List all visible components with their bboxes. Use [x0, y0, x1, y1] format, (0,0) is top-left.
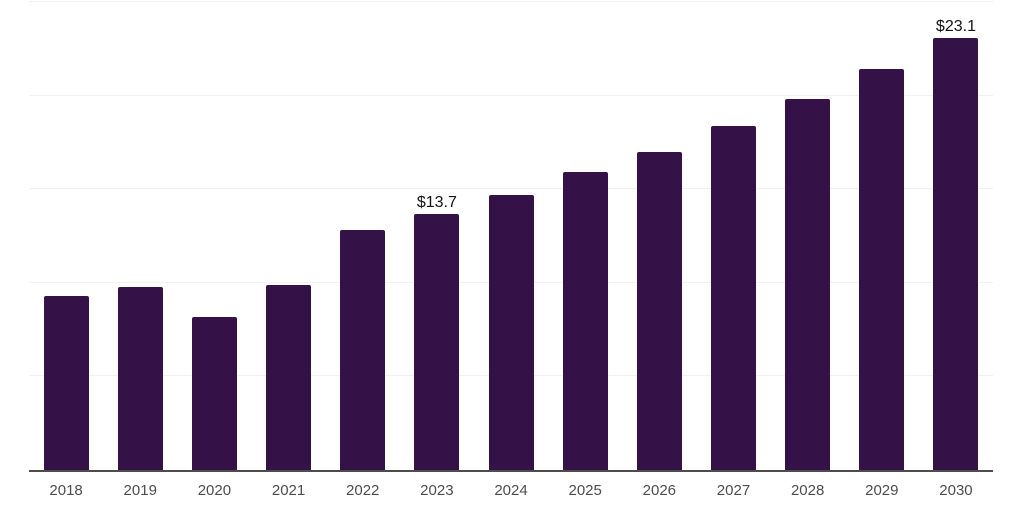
bar-2026 [636, 151, 682, 470]
bar-2023 [414, 213, 460, 470]
bar-2019 [117, 286, 163, 470]
x-tick-2025: 2025 [568, 482, 602, 499]
x-tick-2027: 2027 [716, 482, 751, 499]
bar-2021 [266, 284, 312, 470]
bar-slot-2020 [177, 0, 251, 470]
bar-2018 [43, 295, 89, 470]
bar-2022 [340, 230, 386, 470]
x-tick-2022: 2022 [346, 482, 380, 499]
bar-slot-2026 [622, 0, 696, 470]
x-axis-line [29, 470, 993, 472]
x-tick-2026: 2026 [642, 482, 677, 499]
x-tick-2024: 2024 [494, 482, 528, 499]
gridline-20 [29, 94, 993, 96]
x-tick-2029: 2029 [865, 482, 899, 499]
bar-slot-2018 [29, 0, 103, 470]
x-tick-2030: 2030 [939, 482, 973, 499]
x-axis-labels: 2018 2019 2020 2021 2022 2023 2024 2025 2026 2027… [29, 482, 993, 500]
bar-2024 [488, 194, 534, 470]
bar-slot-2022 [326, 0, 400, 470]
bar-2020 [191, 316, 237, 470]
bar-slot-2023: $13.7 [400, 0, 474, 470]
x-tick-2019: 2019 [123, 482, 157, 499]
bar-2025 [562, 172, 608, 470]
bar-slot-2021 [251, 0, 325, 470]
bar-slot-2030: $23.1 [919, 0, 993, 470]
bar-slot-2027 [696, 0, 770, 470]
gridline-15 [29, 188, 993, 190]
bar-slot-2025 [548, 0, 622, 470]
bar-slot-2028 [771, 0, 845, 470]
plot-area: $13.7 $23.1 [29, 0, 993, 470]
bar-2027 [710, 125, 756, 470]
x-tick-2018: 2018 [49, 482, 83, 499]
bar-2030 [933, 37, 979, 470]
bar-slot-2024 [474, 0, 548, 470]
bars: $13.7 $23.1 [29, 0, 993, 470]
data-label-2030: $23.1 [935, 17, 976, 35]
bar-slot-2029 [845, 0, 919, 470]
bar-2028 [785, 99, 831, 470]
bar-2029 [859, 69, 905, 470]
x-tick-2021: 2021 [271, 482, 306, 499]
x-tick-2028: 2028 [790, 482, 825, 499]
x-tick-2020: 2020 [197, 482, 232, 499]
data-label-2023: $13.7 [416, 193, 457, 211]
bar-slot-2019 [103, 0, 177, 470]
x-tick-2023: 2023 [420, 482, 454, 499]
gridline-25 [29, 1, 993, 2]
